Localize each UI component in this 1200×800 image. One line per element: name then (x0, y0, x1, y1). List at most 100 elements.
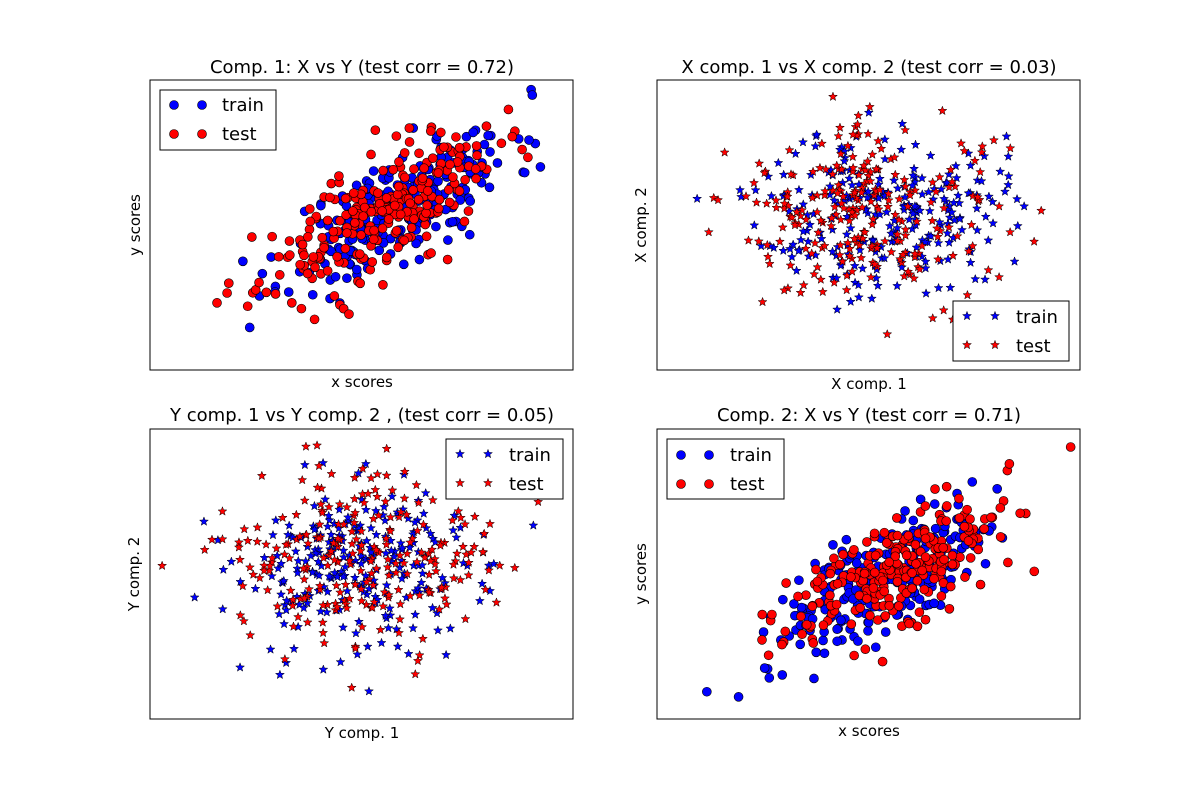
subplot-2-test-point (1036, 205, 1047, 215)
subplot-3-train-point (418, 508, 429, 518)
subplot-2-test-point (937, 105, 948, 116)
subplot-3-legend-train-marker-a (454, 448, 466, 459)
subplot-3-test-point (427, 494, 438, 505)
subplot-2-train-point (946, 207, 957, 217)
subplot-2-test-point (869, 258, 880, 269)
subplot-3-test-point (235, 610, 246, 620)
subplot-2-legend-test-marker-a (961, 339, 973, 350)
subplot-4-legend-test-label: test (730, 474, 765, 495)
subplot-4-test-point (919, 584, 930, 595)
subplot-4-train-point (930, 523, 941, 534)
subplot-2-test-point (873, 204, 884, 214)
subplot-3-train-point (326, 529, 337, 540)
subplot-1-test-point (340, 243, 351, 254)
subplot-3-train-point (302, 541, 313, 552)
subplot-2-train-point (892, 280, 903, 291)
subplot-3-train-point (293, 555, 304, 566)
subplot-4-test-point (960, 572, 970, 582)
subplot-4-train-point (777, 670, 788, 680)
subplot-3-test-point (370, 484, 381, 495)
subplot-4-train-point (789, 599, 799, 609)
subplot-2-test-point (876, 143, 887, 154)
subplot-4-test-point (825, 568, 836, 579)
subplot-1-test-point (295, 259, 305, 270)
subplot-3-test-point (393, 584, 404, 595)
subplot-4-test-point (939, 554, 949, 565)
subplot-4-test-point (890, 551, 901, 562)
subplot-1-test-point (381, 193, 392, 203)
subplot-4-test-point (877, 656, 888, 667)
subplot-2-test-point (858, 160, 869, 170)
subplot-4-train-point (980, 558, 991, 569)
subplot-1-test-point (394, 157, 404, 167)
subplot-1-test-point (322, 266, 333, 276)
subplot-1-test-point (454, 186, 465, 196)
subplot-1-test-point (523, 152, 533, 163)
subplot-2-test-point (809, 268, 820, 279)
subplot-2-test-point (770, 195, 782, 205)
subplot-1-test-point (503, 104, 514, 115)
subplot-1-test-point (421, 231, 432, 242)
subplot-4-test-point (869, 528, 880, 539)
subplot-2-train-point (933, 282, 944, 293)
subplot-4-test-point (849, 650, 859, 661)
subplot-3: Y comp. 1 vs Y comp. 2 , (test corr = 0.… (125, 405, 574, 742)
subplot-4-train-point (908, 515, 919, 526)
subplot-4-train-point (828, 540, 838, 550)
subplot-2-train-point (857, 263, 868, 273)
subplot-2-test-point (945, 164, 956, 175)
subplot-3-train-point (310, 548, 321, 558)
subplot-2-train-point (790, 148, 801, 159)
subplot-3-train-point (430, 536, 441, 547)
subplot-3-test-point (300, 441, 311, 451)
subplot-1-test-point (390, 200, 400, 211)
subplot-2-test-point (966, 219, 977, 230)
subplot-4-test-point (860, 644, 871, 655)
subplot-3-test-point (399, 493, 410, 503)
subplot-2-test-point (903, 266, 914, 277)
subplot-3-test-point (412, 525, 423, 536)
subplot-1-test-point (442, 254, 453, 265)
subplot-1-test-point (319, 242, 329, 253)
subplot-2-train-point (944, 237, 955, 248)
subplot-3-test-point (381, 539, 392, 549)
subplot-3-test-point (262, 584, 273, 595)
subplot-1-test-point (358, 211, 369, 222)
subplot-2-test-point (856, 187, 867, 197)
subplot-4-test-point (912, 575, 923, 586)
subplot-2-test-point (983, 264, 994, 275)
subplot-1-test-point (422, 186, 433, 196)
subplot-4-test-point (954, 493, 964, 504)
subplot-2-test-point (972, 191, 983, 202)
subplot-3-test-point (363, 488, 374, 499)
subplot-1-train-point (433, 176, 443, 186)
subplot-1-test-point (310, 262, 320, 273)
subplot-1-legend-test-marker-b (197, 129, 207, 139)
subplot-2-test-point (927, 312, 938, 323)
subplot-2-test-point (925, 197, 937, 207)
subplot-1-test-point (212, 298, 222, 308)
subplot-3-train-point (408, 622, 419, 633)
subplot-4-test-point (962, 504, 972, 515)
subplot-2-test-point (796, 204, 808, 215)
subplot-4-test-point (912, 621, 923, 632)
subplot-2-train-point (953, 190, 964, 200)
subplot-3-test-point (399, 466, 410, 476)
subplot-1-train-point (244, 322, 255, 333)
subplot-2-test-point (865, 271, 877, 282)
subplot-4-legend-box (666, 438, 785, 500)
subplot-3-title: Y comp. 1 vs Y comp. 2 , (test corr = 0.… (169, 405, 554, 426)
subplot-1-test-point (274, 270, 285, 280)
subplot-1-test-point (377, 223, 388, 234)
subplot-3-test-point (411, 556, 423, 567)
subplot-1-train-point (519, 167, 530, 178)
subplot-2-test-point (815, 215, 826, 225)
subplot-3-train-point (363, 686, 375, 696)
subplot-2-test-point (882, 201, 894, 212)
subplot-1-legend-train-marker-a (169, 100, 179, 110)
subplot-1-test-point (367, 257, 378, 267)
subplot-3-test-point (379, 587, 390, 597)
subplot-3-train-point (451, 532, 462, 542)
subplot-4-test-point (855, 603, 866, 613)
subplot-1-test-point (355, 278, 366, 289)
